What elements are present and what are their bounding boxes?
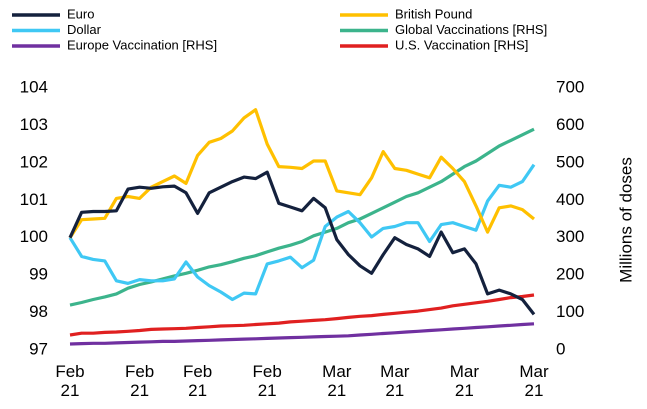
y2-tick-label: 100 bbox=[556, 302, 584, 321]
y-tick-label: 102 bbox=[20, 152, 48, 171]
y-tick-label: 101 bbox=[20, 190, 48, 209]
legend-label: Euro bbox=[67, 6, 94, 21]
x-tick-label: Mar 21 bbox=[449, 362, 480, 400]
y-tick-label: 97 bbox=[29, 339, 48, 358]
series-line bbox=[69, 322, 535, 346]
x-tick-label: Mar 21 bbox=[380, 362, 410, 400]
y2-tick-label: 300 bbox=[556, 227, 584, 246]
x-tick-label: Mar 21 bbox=[322, 362, 352, 400]
y2-tick-label: 0 bbox=[556, 339, 565, 358]
series-line bbox=[68, 108, 536, 239]
series-line bbox=[68, 163, 536, 302]
y2-tick-label: 200 bbox=[556, 265, 584, 284]
x-tick-label: Mar 21 bbox=[519, 362, 549, 400]
legend-label: U.S. Vaccination [RHS] bbox=[395, 37, 528, 52]
y-tick-label: 99 bbox=[29, 265, 48, 284]
legend-label: Dollar bbox=[67, 22, 102, 37]
y-tick-label: 103 bbox=[20, 115, 48, 134]
y-tick-label: 104 bbox=[20, 77, 48, 96]
y2-axis-label: Millions of doses bbox=[616, 157, 635, 283]
y2-tick-label: 400 bbox=[556, 190, 584, 209]
x-tick-label: Feb 21 bbox=[55, 362, 85, 400]
y2-tick-label: 500 bbox=[556, 152, 584, 171]
legend-label: British Pound bbox=[395, 6, 472, 21]
legend-label: Europe Vaccination [RHS] bbox=[67, 37, 217, 52]
series-line bbox=[68, 170, 536, 316]
legend-label: Global Vaccinations [RHS] bbox=[395, 22, 547, 37]
y-tick-label: 100 bbox=[20, 227, 48, 246]
x-tick-label: Feb 21 bbox=[124, 362, 155, 400]
series-line bbox=[69, 293, 535, 337]
x-tick-label: Feb 21 bbox=[182, 362, 213, 400]
x-tick-label: Feb 21 bbox=[252, 362, 282, 400]
y2-tick-label: 600 bbox=[556, 115, 584, 134]
y-tick-label: 98 bbox=[29, 302, 48, 321]
y2-tick-label: 700 bbox=[556, 77, 584, 96]
